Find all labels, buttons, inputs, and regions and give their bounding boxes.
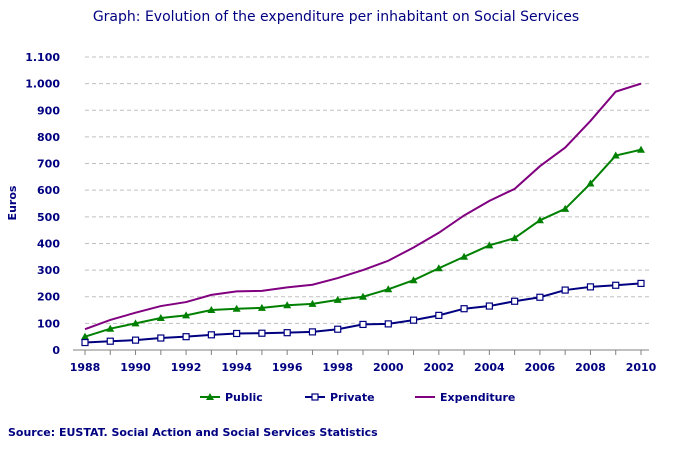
triangle-marker: [535, 216, 544, 224]
square-marker: [586, 283, 595, 291]
triangle-marker: [81, 332, 89, 340]
series-private: [81, 279, 645, 347]
triangle-marker: [384, 285, 393, 293]
y-axis-label: Euros: [6, 185, 19, 220]
triangle-marker: [460, 252, 469, 260]
square-marker: [637, 279, 645, 288]
x-tick-label: 1998: [322, 361, 353, 374]
triangle-marker: [232, 304, 241, 312]
x-tick-label: 2002: [424, 361, 455, 374]
x-tick-label: 1988: [70, 361, 101, 374]
square-marker: [308, 328, 317, 336]
x-tick-label: 2004: [474, 361, 505, 374]
source-note: Source: EUSTAT. Social Action and Social…: [8, 426, 378, 439]
y-tick-label: 400: [37, 237, 60, 250]
square-marker: [384, 320, 392, 328]
triangle-marker: [106, 324, 115, 332]
y-tick-label: 800: [37, 131, 60, 144]
triangle-marker: [182, 311, 191, 319]
square-marker: [536, 293, 544, 301]
triangle-marker: [637, 145, 645, 153]
y-tick-label: 1.000: [25, 78, 60, 91]
triangle-marker: [561, 204, 570, 212]
square-marker: [81, 338, 89, 347]
triangle-marker: [308, 299, 317, 307]
square-marker: [485, 302, 493, 310]
legend-label: Public: [225, 391, 263, 404]
triangle-marker: [207, 306, 216, 314]
chart-title: Graph: Evolution of the expenditure per …: [93, 9, 579, 25]
square-marker: [511, 297, 519, 305]
triangle-marker: [611, 151, 620, 159]
square-marker: [359, 320, 367, 329]
x-tick-label: 2006: [525, 361, 556, 374]
square-marker: [460, 305, 468, 313]
triangle-marker: [485, 241, 494, 249]
y-tick-label: 1.100: [25, 51, 60, 64]
x-tick-label: 2008: [575, 361, 606, 374]
legend-label: Private: [330, 391, 375, 404]
triangle-marker: [510, 234, 519, 242]
triangle-marker: [586, 179, 595, 187]
x-tick-label: 2000: [373, 361, 404, 374]
y-tick-label: 0: [52, 344, 60, 357]
series-expenditure: [84, 82, 642, 331]
legend-item-private: Private: [305, 391, 375, 404]
square-marker: [334, 325, 342, 333]
y-tick-label: 100: [37, 317, 60, 330]
square-marker: [233, 329, 241, 338]
series-public: [81, 145, 645, 340]
triangle-marker: [206, 393, 214, 400]
x-tick-label: 1994: [221, 361, 252, 374]
square-marker: [157, 334, 165, 342]
triangle-marker: [434, 264, 443, 272]
x-tick-label: 2010: [626, 361, 657, 374]
square-marker: [283, 329, 291, 337]
x-tick-label: 1990: [120, 361, 151, 374]
square-marker: [258, 329, 266, 337]
series-line: [84, 82, 642, 331]
square-marker: [182, 333, 190, 341]
y-tick-label: 900: [37, 104, 60, 117]
triangle-marker: [359, 292, 367, 300]
triangle-marker: [333, 295, 342, 303]
series-line: [84, 282, 642, 344]
y-tick-label: 500: [37, 211, 60, 224]
triangle-marker: [156, 314, 165, 322]
x-tick-label: 1996: [272, 361, 303, 374]
y-tick-label: 600: [37, 184, 60, 197]
square-marker: [612, 281, 620, 289]
square-marker: [409, 316, 418, 324]
y-tick-label: 700: [37, 158, 60, 171]
y-tick-label: 200: [37, 291, 60, 304]
legend-label: Expenditure: [440, 391, 515, 404]
x-tick-label: 1992: [171, 361, 202, 374]
triangle-marker: [131, 319, 140, 327]
triangle-marker: [409, 276, 418, 284]
square-marker: [311, 393, 319, 401]
legend-item-expenditure: Expenditure: [415, 391, 515, 404]
square-marker: [561, 286, 569, 294]
square-marker: [435, 311, 443, 319]
legend-item-public: Public: [200, 391, 263, 404]
square-marker: [207, 331, 215, 339]
square-marker: [106, 337, 114, 345]
triangle-marker: [283, 301, 292, 309]
square-marker: [131, 336, 140, 344]
y-tick-label: 300: [37, 264, 60, 277]
triangle-marker: [257, 303, 266, 311]
